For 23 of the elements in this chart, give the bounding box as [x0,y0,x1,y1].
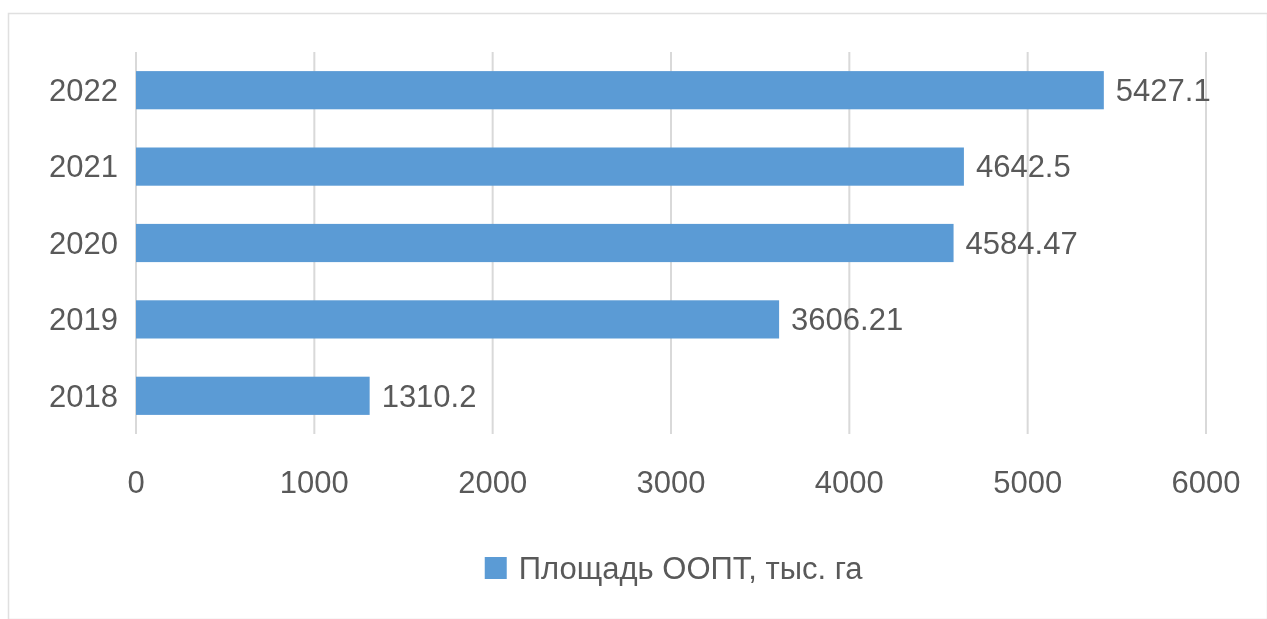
data-label: 4584.47 [965,225,1078,261]
y-tick-label: 2020 [49,225,118,261]
x-tick-label: 1000 [279,464,349,500]
data-label: 1310.2 [381,378,477,414]
bar [136,71,1104,110]
x-tick-label: 5000 [993,464,1063,500]
bar [136,376,370,415]
y-tick-label: 2021 [49,149,118,185]
data-label: 3606.21 [791,302,904,338]
x-tick-label: 6000 [1171,464,1241,500]
x-tick-label: 3000 [636,464,706,500]
y-tick-label: 2019 [49,302,118,338]
legend-label: Площадь ООПТ, тыс. га [518,550,864,586]
data-label: 4642.5 [975,149,1071,185]
data-label: 5427.1 [1115,73,1211,109]
x-tick-label: 0 [127,464,145,500]
y-tick-label: 2018 [49,378,118,414]
bar [136,300,780,339]
y-tick-label: 2022 [49,73,118,109]
bar [136,223,954,263]
x-tick-label: 4000 [814,464,884,500]
bar [136,147,964,186]
x-tick-label: 2000 [458,464,528,500]
